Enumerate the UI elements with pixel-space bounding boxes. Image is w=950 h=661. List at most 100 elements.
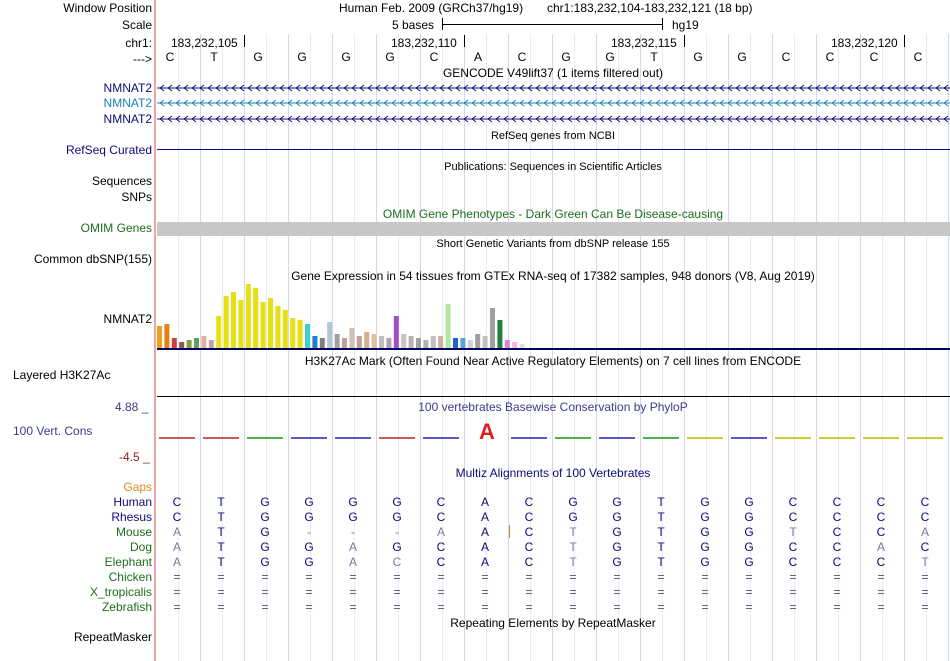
alignment-base: T [789,525,797,539]
cons-ymax: 4.88 _ [115,400,149,414]
gencode-label-3[interactable]: NMNAT2 [103,112,152,126]
gtex-tissue-bar [194,338,199,348]
coord-tick [684,35,685,47]
alignment-base: G [260,495,270,509]
gencode-track-title[interactable]: GENCODE V49lift37 (1 items filtered out) [442,66,664,80]
h3k27ac-label[interactable]: Layered H3K27Ac [13,368,111,382]
gencode-label-1[interactable]: NMNAT2 [103,81,152,95]
omim-label[interactable]: OMIM Genes [80,221,152,235]
species-label[interactable]: Elephant [104,555,152,569]
gtex-tissue-bar [231,292,236,348]
alignment-base: = [437,585,445,599]
coord-label: 183,232,115 [611,36,677,50]
gtex-track-title[interactable]: Gene Expression in 54 tissues from GTEx … [291,269,815,283]
repeatmasker-label[interactable]: RepeatMasker [73,630,152,644]
coord-tick [464,35,465,47]
reference-base: T [650,50,658,64]
dbsnp-track-title[interactable]: Short Genetic Variants from dbSNP releas… [436,238,670,250]
alignment-base: = [393,585,401,599]
species-label[interactable]: X_tropicalis [89,585,152,599]
cons-logo-mark [819,437,855,439]
gtex-expression-chart[interactable] [156,283,950,351]
alignment-base: G [744,525,754,539]
alignment-base: A [436,525,445,539]
gtex-tissue-bar [305,324,310,348]
alignment-base: T [657,510,665,524]
alignment-base: C [832,525,842,539]
alignment-base: C [832,495,842,509]
alignment-base: C [788,555,798,569]
cons-label[interactable]: 100 Vert. Cons [13,424,93,438]
snps-label[interactable]: SNPs [121,190,152,204]
species-label[interactable]: Mouse [115,525,152,539]
alignment-base: A [480,510,489,524]
species-label[interactable]: Human [113,495,152,509]
alignment-base: G [260,555,270,569]
alignment-base: = [877,585,885,599]
cons-logo-mark [731,437,767,439]
dbsnp-label[interactable]: Common dbSNP(155) [33,252,152,266]
alignment-base: = [745,585,753,599]
gtex-tissue-bar [275,306,281,348]
alignment-base: T [569,540,577,554]
refseq-gene-line[interactable] [157,149,950,150]
gtex-tissue-bar [171,338,177,348]
refseq-track-title[interactable]: RefSeq genes from NCBI [490,130,616,142]
gtex-tissue-bar [349,328,355,348]
alignment-base: = [701,585,709,599]
species-label[interactable]: Zebrafish [101,600,152,614]
gtex-tissue-bar [260,302,266,348]
gtex-label[interactable]: NMNAT2 [103,312,152,326]
alignment-base: T [657,540,665,554]
reference-base: G [693,50,703,64]
gtex-tissue-bar [490,308,495,348]
cons-logo-mark [203,437,239,439]
gtex-tissue-bar [386,338,392,348]
reference-base: G [737,50,747,64]
position-text[interactable]: chr1:183,232,104-183,232,121 (18 bp) [547,1,753,15]
omim-feature-bar[interactable] [157,222,950,236]
alignment-base: T [217,525,225,539]
publications-label[interactable]: Sequences [91,174,152,188]
alignment-base: C [832,540,842,554]
alignment-base: G [744,495,754,509]
species-label[interactable]: Chicken [108,570,152,584]
h3k27ac-track-title[interactable]: H3K27Ac Mark (Often Found Near Active Re… [304,354,802,368]
alignment-base: A [480,525,489,539]
publications-track-title[interactable]: Publications: Sequences in Scientific Ar… [444,161,662,173]
gencode-transcripts[interactable] [156,80,950,126]
cons-logo-mark [291,437,327,439]
species-label[interactable]: Rhesus [111,510,152,524]
alignment-base: = [481,600,489,614]
gencode-label-2[interactable]: NMNAT2 [103,96,152,110]
gtex-tissue-bar [379,336,384,348]
alignment-base: = [261,600,269,614]
alignment-base: G [260,510,270,524]
alignment-base: G [304,495,314,509]
reference-base: G [341,50,351,64]
repeatmasker-track-title[interactable]: Repeating Elements by RepeatMasker [450,616,656,630]
cons-track-title[interactable]: 100 vertebrates Basewise Conservation by… [418,400,688,414]
gtex-tissue-bar [208,340,214,348]
alignment-base: = [921,600,929,614]
alignment-base: G [612,525,622,539]
cons-logo-plot[interactable]: A [156,420,950,460]
alignment-base: T [569,525,577,539]
gtex-tissue-bar [364,332,370,348]
omim-track-title[interactable]: OMIM Gene Phenotypes - Dark Green Can Be… [382,207,724,221]
gtex-tissue-bar [401,334,407,348]
alignment-base: = [261,585,269,599]
alignment-base: = [217,585,225,599]
alignment-base: C [788,510,798,524]
reference-base: G [297,50,307,64]
species-label[interactable]: Dog [129,540,152,554]
alignment-base: G [700,525,710,539]
reference-base: G [253,50,263,64]
multiz-track-title[interactable]: Multiz Alignments of 100 Vertebrates [455,466,651,480]
refseq-label[interactable]: RefSeq Curated [65,143,152,157]
db-text: hg19 [672,18,699,32]
gtex-tissue-bar [268,298,273,348]
reference-base: C [429,50,439,64]
cons-logo-mark [687,437,723,439]
h3k27ac-baseline [157,396,950,397]
